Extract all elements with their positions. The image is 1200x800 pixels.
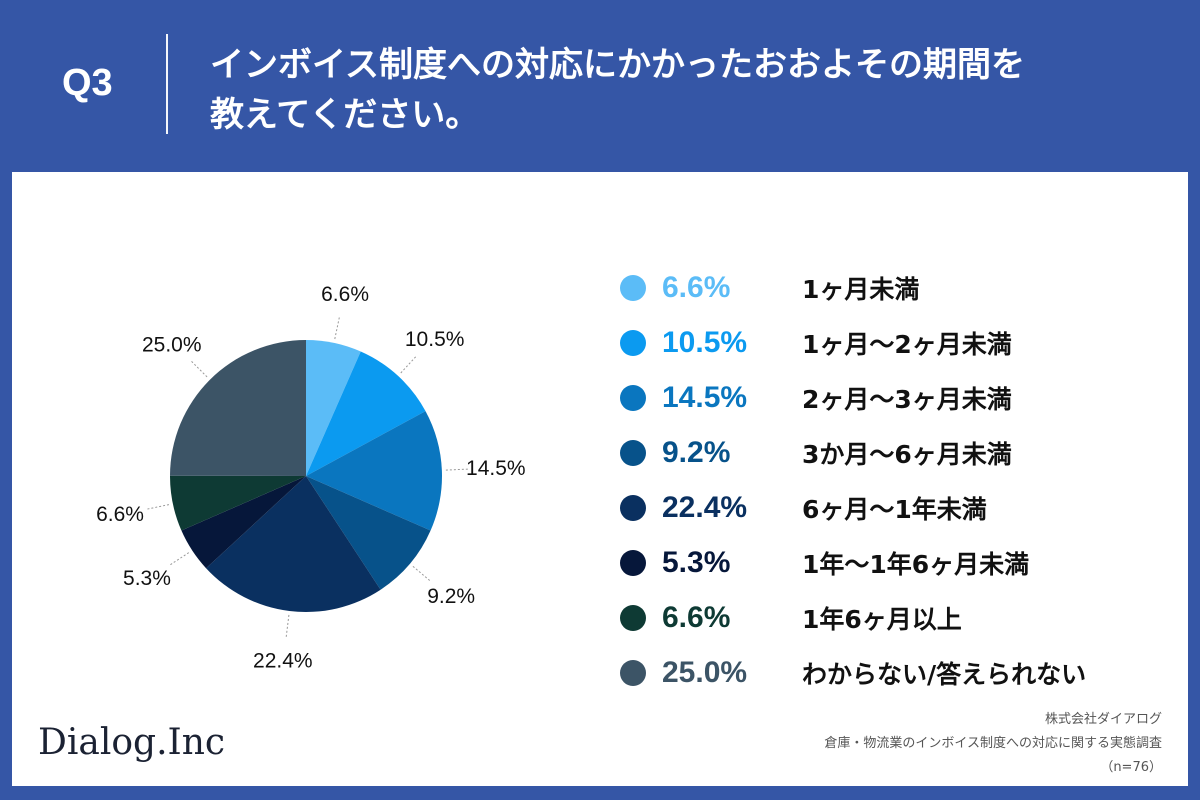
legend-label-8: わからない/答えられない bbox=[802, 659, 1087, 689]
pie-slice-6 bbox=[181, 476, 306, 569]
legend-item-6: 5.3% 1年〜1年6ヶ月未満 bbox=[620, 535, 1180, 590]
pie-slice-7 bbox=[170, 475, 306, 531]
legend-item-3: 14.5% 2ヶ月〜3ヶ月未満 bbox=[620, 370, 1180, 425]
pie-data-label-7: 6.6% bbox=[96, 503, 144, 526]
legend-percent-1: 6.6% bbox=[662, 270, 731, 304]
pie-leader-line-4 bbox=[412, 565, 431, 581]
pie-data-label-3: 14.5% bbox=[466, 457, 526, 480]
pie-data-label-2: 10.5% bbox=[405, 328, 465, 351]
pie-data-label-6: 5.3% bbox=[123, 567, 171, 590]
legend-label-5: 6ヶ月〜1年未満 bbox=[802, 494, 987, 524]
legend-swatch-5 bbox=[620, 494, 646, 521]
pie-data-label-8: 25.0% bbox=[142, 333, 202, 356]
company-logo: Dialog.Inc bbox=[38, 722, 226, 763]
legend-swatch-1 bbox=[620, 274, 646, 301]
legend-swatch-8 bbox=[620, 659, 646, 686]
question-title-line-2: 教えてください。 bbox=[210, 95, 480, 135]
chart-panel: 6.6% 10.5% 14.5% 9.2% 22.4% 5.3% 6.6% 25.0% 6.6… bbox=[12, 172, 1188, 786]
legend-percent-2: 10.5% bbox=[662, 325, 748, 359]
question-title: インボイス制度への対応にかかったおおよその期間を 教えてください。 bbox=[210, 40, 1110, 140]
pie-slice-2 bbox=[306, 351, 426, 476]
legend-label-3: 2ヶ月〜3ヶ月未満 bbox=[802, 384, 1012, 414]
pie-leader-line-8 bbox=[191, 361, 208, 378]
legend-item-4: 9.2% 3か月〜6ヶ月未満 bbox=[620, 425, 1180, 480]
pie-labels: 6.6% 10.5% 14.5% 9.2% 22.4% 5.3% 6.6% 25.0% bbox=[96, 283, 526, 673]
pie-data-label-1: 6.6% bbox=[321, 283, 369, 306]
legend-label-1: 1ヶ月未満 bbox=[802, 274, 920, 304]
question-title-line-1: インボイス制度への対応にかかったおおよその期間を bbox=[210, 45, 1025, 85]
pie-leader-line-1 bbox=[334, 317, 340, 340]
legend-label-6: 1年〜1年6ヶ月未満 bbox=[802, 549, 1030, 579]
legend-swatch-2 bbox=[620, 329, 646, 356]
legend-label-2: 1ヶ月〜2ヶ月未満 bbox=[802, 329, 1012, 359]
legend-item-2: 10.5% 1ヶ月〜2ヶ月未満 bbox=[620, 315, 1180, 370]
legend-label-7: 1年6ヶ月以上 bbox=[802, 604, 962, 634]
pie-leader-line-3 bbox=[445, 468, 468, 471]
legend-swatch-6 bbox=[620, 549, 646, 576]
pie-slices bbox=[170, 340, 443, 612]
legend-swatch-4 bbox=[620, 439, 646, 466]
pie-leader-line-7 bbox=[147, 504, 170, 510]
pie-slice-3 bbox=[306, 411, 443, 531]
legend-percent-3: 14.5% bbox=[662, 380, 748, 414]
legend-percent-8: 25.0% bbox=[662, 655, 748, 689]
pie-leader-line-2 bbox=[400, 356, 417, 374]
pie-leader-line-6 bbox=[170, 552, 190, 566]
legend-swatch-3 bbox=[620, 384, 646, 411]
legend-item-5: 22.4% 6ヶ月〜1年未満 bbox=[620, 480, 1180, 535]
pie-slice-8 bbox=[170, 340, 306, 476]
credit-sample: （n=76） bbox=[1100, 760, 1162, 775]
legend-item-7: 6.6% 1年6ヶ月以上 bbox=[620, 590, 1180, 645]
legend-item-1: 6.6% 1ヶ月未満 bbox=[620, 260, 1180, 315]
legend-item-8: 25.0% わからない/答えられない bbox=[620, 645, 1180, 700]
legend-swatch-7 bbox=[620, 604, 646, 631]
legend-percent-6: 5.3% bbox=[662, 545, 731, 579]
pie-slice-5 bbox=[206, 476, 381, 612]
legend-percent-5: 22.4% bbox=[662, 490, 748, 524]
header-divider bbox=[166, 34, 168, 134]
pie-data-label-5: 22.4% bbox=[253, 650, 313, 673]
question-label: Q3 bbox=[62, 62, 113, 104]
pie-chart: 6.6% 10.5% 14.5% 9.2% 22.4% 5.3% 6.6% 25.0% bbox=[96, 283, 526, 673]
pie-slice-1 bbox=[306, 340, 361, 476]
legend-label-4: 3か月〜6ヶ月未満 bbox=[802, 439, 1012, 469]
legend: 6.6% 1ヶ月未満 10.5% 1ヶ月〜2ヶ月未満 14.5% 2ヶ月〜3ヶ月未満 9.2… bbox=[620, 260, 1180, 700]
credit-company: 株式会社ダイアログ bbox=[1044, 712, 1162, 727]
pie-data-label-4: 9.2% bbox=[427, 585, 475, 608]
credit-survey: 倉庫・物流業のインボイス制度への対応に関する実態調査 bbox=[824, 736, 1162, 751]
legend-percent-7: 6.6% bbox=[662, 600, 731, 634]
legend-percent-4: 9.2% bbox=[662, 435, 731, 469]
source-credit: 株式会社ダイアログ 倉庫・物流業のインボイス制度への対応に関する実態調査 （n=… bbox=[824, 708, 1162, 780]
pie-leader-line-5 bbox=[285, 614, 290, 637]
pie-slice-4 bbox=[306, 476, 431, 590]
